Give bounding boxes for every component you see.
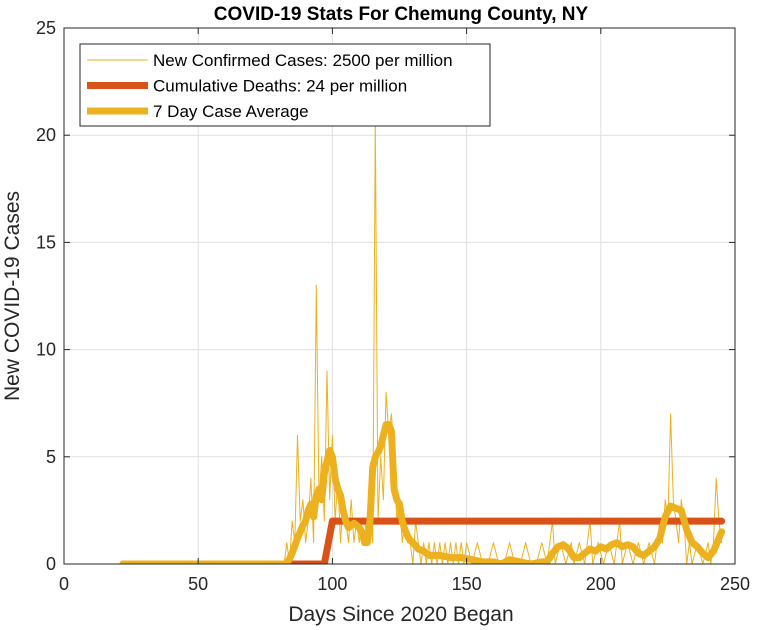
x-axis-label: Days Since 2020 Began bbox=[288, 603, 513, 626]
chart-title: COVID-19 Stats For Chemung County, NY bbox=[214, 4, 589, 25]
y-axis-label: New COVID-19 Cases bbox=[1, 191, 24, 401]
legend-box bbox=[79, 43, 491, 127]
series-line-2 bbox=[119, 517, 726, 564]
series-layer bbox=[119, 124, 726, 564]
legend: New Confirmed Cases: 2500 per million Cum… bbox=[79, 43, 491, 127]
x-tick-label: 150 bbox=[452, 574, 482, 594]
y-tick-label: 5 bbox=[46, 447, 56, 467]
x-tick-label: 100 bbox=[317, 574, 347, 594]
y-tick-label: 20 bbox=[36, 125, 56, 145]
y-tick-label: 0 bbox=[46, 554, 56, 574]
legend-entry-3: 7 Day Case Average bbox=[153, 102, 309, 121]
y-tick-label: 15 bbox=[36, 232, 56, 252]
axis-ticks bbox=[63, 27, 736, 565]
series-line-3 bbox=[119, 421, 726, 564]
x-tick-label: 50 bbox=[188, 574, 208, 594]
tick-labels: 0 50 100 150 200 250 0 5 10 15 20 25 bbox=[36, 18, 750, 594]
legend-entry-2: Cumulative Deaths: 24 per million bbox=[153, 77, 407, 96]
x-tick-label: 200 bbox=[586, 574, 616, 594]
x-tick-label: 0 bbox=[59, 574, 69, 594]
x-tick-label: 250 bbox=[720, 574, 750, 594]
y-tick-label: 25 bbox=[36, 18, 56, 38]
plot-frame bbox=[63, 27, 736, 565]
legend-entry-1: New Confirmed Cases: 2500 per million bbox=[153, 51, 453, 70]
y-tick-label: 10 bbox=[36, 340, 56, 360]
